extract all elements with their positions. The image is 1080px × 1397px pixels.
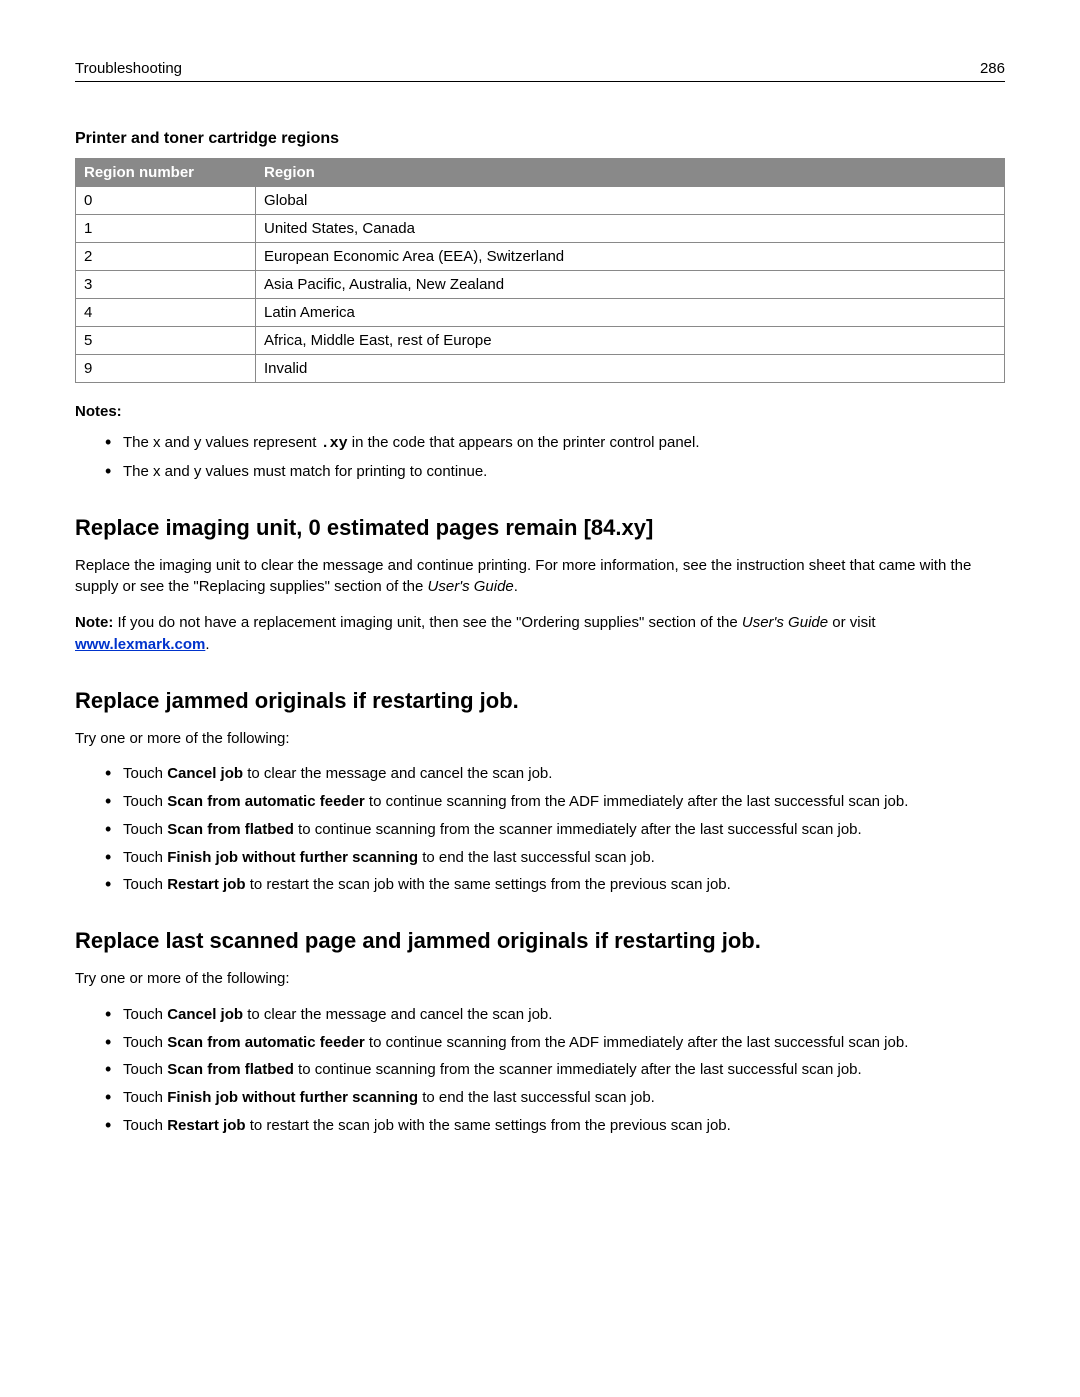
table-header-region: Region <box>256 159 1005 187</box>
cell-region: Global <box>256 187 1005 215</box>
table-row: 9Invalid <box>76 355 1005 383</box>
notes-label: Notes: <box>75 403 1005 420</box>
list-item: Touch Finish job without further scannin… <box>105 847 1005 869</box>
cell-region-number: 3 <box>76 271 256 299</box>
cell-region-number: 4 <box>76 299 256 327</box>
table-row: 0Global <box>76 187 1005 215</box>
cell-region-number: 9 <box>76 355 256 383</box>
table-row: 2European Economic Area (EEA), Switzerla… <box>76 243 1005 271</box>
section3-heading: Replace last scanned page and jammed ori… <box>75 928 1005 954</box>
header-page-number: 286 <box>980 60 1005 77</box>
list-item: Touch Scan from flatbed to continue scan… <box>105 1059 1005 1081</box>
list-item: The x and y values represent .xy in the … <box>105 432 1005 455</box>
cell-region: United States, Canada <box>256 215 1005 243</box>
region-table-title: Printer and toner cartridge regions <box>75 130 1005 148</box>
table-row: 4Latin America <box>76 299 1005 327</box>
list-item: Touch Cancel job to clear the message an… <box>105 1004 1005 1026</box>
list-item: The x and y values must match for printi… <box>105 461 1005 483</box>
region-table: Region number Region 0Global1United Stat… <box>75 158 1005 383</box>
section2-heading: Replace jammed originals if restarting j… <box>75 688 1005 714</box>
list-item: Touch Scan from flatbed to continue scan… <box>105 819 1005 841</box>
notes-list: The x and y values represent .xy in the … <box>75 432 1005 483</box>
cell-region-number: 1 <box>76 215 256 243</box>
table-row: 3Asia Pacific, Australia, New Zealand <box>76 271 1005 299</box>
section1-paragraph: Replace the imaging unit to clear the me… <box>75 555 1005 599</box>
cell-region: Asia Pacific, Australia, New Zealand <box>256 271 1005 299</box>
cell-region-number: 0 <box>76 187 256 215</box>
cell-region: European Economic Area (EEA), Switzerlan… <box>256 243 1005 271</box>
page-header: Troubleshooting 286 <box>75 60 1005 82</box>
section3-intro: Try one or more of the following: <box>75 968 1005 990</box>
section1-heading: Replace imaging unit, 0 estimated pages … <box>75 515 1005 541</box>
list-item: Touch Cancel job to clear the message an… <box>105 763 1005 785</box>
cell-region: Invalid <box>256 355 1005 383</box>
cell-region-number: 2 <box>76 243 256 271</box>
list-item: Touch Finish job without further scannin… <box>105 1087 1005 1109</box>
table-header-region-number: Region number <box>76 159 256 187</box>
table-row: 5Africa, Middle East, rest of Europe <box>76 327 1005 355</box>
cell-region-number: 5 <box>76 327 256 355</box>
section2-intro: Try one or more of the following: <box>75 728 1005 750</box>
list-item: Touch Scan from automatic feeder to cont… <box>105 791 1005 813</box>
lexmark-link[interactable]: www.lexmark.com <box>75 636 205 653</box>
cell-region: Latin America <box>256 299 1005 327</box>
section3-list: Touch Cancel job to clear the message an… <box>75 1004 1005 1137</box>
section1-note: Note: If you do not have a replacement i… <box>75 612 1005 656</box>
list-item: Touch Restart job to restart the scan jo… <box>105 1115 1005 1137</box>
list-item: Touch Scan from automatic feeder to cont… <box>105 1032 1005 1054</box>
list-item: Touch Restart job to restart the scan jo… <box>105 874 1005 896</box>
header-section: Troubleshooting <box>75 60 182 77</box>
cell-region: Africa, Middle East, rest of Europe <box>256 327 1005 355</box>
table-row: 1United States, Canada <box>76 215 1005 243</box>
section2-list: Touch Cancel job to clear the message an… <box>75 763 1005 896</box>
